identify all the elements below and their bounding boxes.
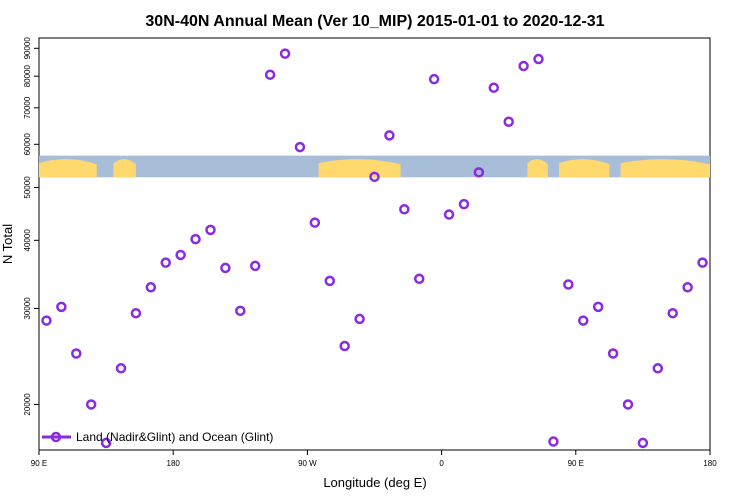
data-point (443, 209, 455, 220)
japan-land (113, 159, 136, 178)
data-point (399, 204, 410, 215)
data-point (488, 82, 500, 93)
x-tick-label: 90 E (31, 459, 47, 468)
data-point (190, 233, 201, 245)
data-point (41, 315, 52, 326)
y-tick-label: 70000 (23, 96, 32, 119)
data-point (637, 437, 649, 449)
legend-label: Land (Nadir&Glint) and Ocean (Glint) (76, 430, 273, 444)
data-point (205, 224, 216, 236)
data-point (667, 307, 678, 319)
data-point (592, 301, 604, 313)
data-point (71, 348, 82, 359)
y-axis-label: N Total (0, 224, 15, 264)
data-point (264, 69, 276, 80)
data-points (41, 48, 708, 449)
data-point (324, 275, 336, 287)
y-tick-label: 30000 (23, 297, 32, 320)
x-tick-label: 180 (703, 459, 717, 468)
plot-frame (38, 37, 711, 451)
data-point (294, 141, 306, 153)
iberia-africa-land (527, 159, 548, 178)
x-axis-ticks: 90 E 180 90 W 0 90 E 180 (31, 450, 717, 468)
data-point (533, 53, 544, 65)
y-tick-label: 40000 (23, 229, 32, 252)
x-axis-label: Longitude (deg E) (323, 475, 426, 490)
data-point (130, 307, 142, 319)
x-tick-label: 180 (167, 459, 181, 468)
asia-land (39, 159, 97, 178)
x-tick-label: 90 W (298, 459, 317, 468)
data-point (607, 348, 619, 359)
data-point (563, 279, 574, 290)
data-point (175, 249, 186, 261)
data-point (413, 273, 425, 285)
mediterranean-land (559, 159, 610, 178)
data-point (682, 282, 693, 293)
data-point (384, 130, 395, 141)
data-point (354, 313, 365, 325)
data-point (85, 399, 97, 410)
data-point (100, 437, 112, 449)
data-point (249, 260, 261, 272)
y-tick-label: 60000 (23, 133, 32, 156)
data-point (339, 340, 350, 352)
data-point (503, 116, 514, 127)
y-tick-label: 80000 (23, 65, 32, 88)
y-tick-label: 50000 (23, 176, 32, 199)
data-point (518, 60, 529, 72)
data-point (652, 363, 664, 374)
data-point (458, 198, 470, 210)
data-point (309, 217, 321, 228)
data-point (279, 48, 291, 59)
north-america-land (318, 159, 401, 178)
legend: Land (Nadir&Glint) and Ocean (Glint) (42, 430, 273, 444)
data-point (145, 282, 157, 293)
data-point (160, 257, 171, 268)
data-point (578, 315, 589, 326)
data-point (473, 167, 485, 178)
data-point (115, 363, 127, 374)
data-point (697, 257, 708, 268)
x-tick-label: 0 (439, 459, 444, 468)
data-point (220, 262, 231, 274)
y-tick-label: 90000 (23, 37, 32, 60)
data-point (56, 301, 67, 313)
middle-east-land (620, 159, 710, 178)
data-point (548, 436, 559, 447)
data-point (369, 171, 380, 183)
world-map-strip (39, 155, 710, 178)
chart-title: 30N-40N Annual Mean (Ver 10_MIP) 2015-01… (145, 13, 604, 30)
legend-marker-icon (50, 431, 62, 443)
data-point (428, 73, 440, 85)
y-axis-ticks: 20000 30000 40000 50000 60000 70000 80000 90000 (23, 37, 39, 416)
x-tick-label: 90 E (568, 459, 584, 468)
data-point (622, 399, 634, 410)
data-point (235, 305, 246, 317)
y-tick-label: 20000 (23, 393, 32, 416)
